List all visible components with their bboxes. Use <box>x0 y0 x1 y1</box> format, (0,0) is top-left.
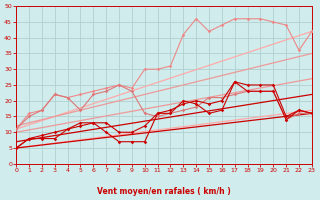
X-axis label: Vent moyen/en rafales ( km/h ): Vent moyen/en rafales ( km/h ) <box>97 187 231 196</box>
